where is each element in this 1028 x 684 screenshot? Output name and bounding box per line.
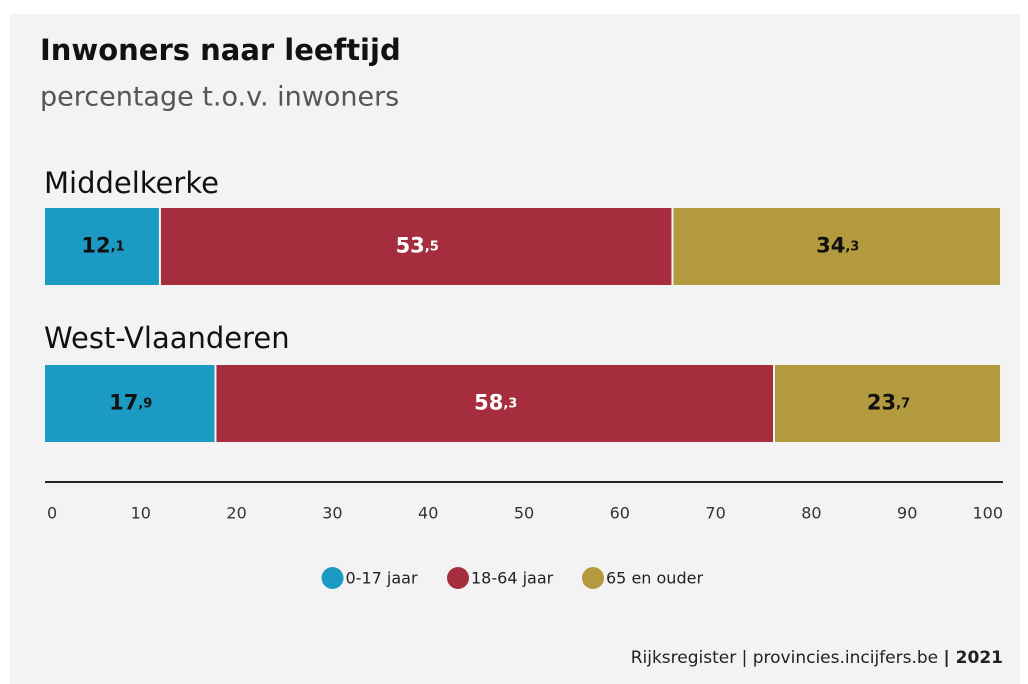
chart-title: Inwoners naar leeftijd <box>40 33 401 67</box>
source: Rijksregister | provincies.incijfers.be … <box>631 648 1003 668</box>
value-int: 34 <box>816 234 845 258</box>
value-dec: ,3 <box>503 396 517 411</box>
category-label: Middelkerke <box>44 166 219 200</box>
x-tick-label: 40 <box>418 504 438 523</box>
bar-segment <box>45 208 159 285</box>
value-label: 17,9 <box>109 391 152 415</box>
x-tick-label: 80 <box>801 504 821 523</box>
legend-label: 18-64 jaar <box>471 569 554 588</box>
value-dec: ,1 <box>111 239 125 254</box>
value-dec: ,9 <box>138 396 152 411</box>
value-int: 58 <box>474 391 503 415</box>
source-year: | 2021 <box>944 648 1003 668</box>
legend-marker <box>321 567 344 589</box>
bar-segment <box>774 365 1001 442</box>
x-tick-label: 100 <box>972 504 1003 523</box>
x-tick-label: 90 <box>897 504 917 523</box>
x-tick-label: 20 <box>226 504 246 523</box>
value-dec: ,7 <box>896 396 910 411</box>
category-label: West-Vlaanderen <box>44 321 290 355</box>
value-dec: ,3 <box>845 239 859 254</box>
legend-marker <box>582 567 604 589</box>
x-tick-label: 0 <box>47 504 57 523</box>
value-int: 12 <box>81 234 110 258</box>
value-dec: ,5 <box>425 239 439 254</box>
x-tick-label: 30 <box>322 504 342 523</box>
value-int: 53 <box>396 234 425 258</box>
legend-label: 65 en ouder <box>606 569 703 588</box>
x-tick-label: 70 <box>705 504 725 523</box>
x-tick-label: 60 <box>610 504 630 523</box>
chart-subtitle: percentage t.o.v. inwoners <box>40 82 399 113</box>
legend-marker <box>447 567 469 589</box>
value-label: 53,5 <box>396 234 439 258</box>
value-label: 23,7 <box>867 391 910 415</box>
bar-segment <box>45 365 215 442</box>
x-tick-label: 10 <box>131 504 151 523</box>
bar-segment <box>216 365 773 442</box>
value-label: 34,3 <box>816 234 859 258</box>
value-label: 58,3 <box>474 391 517 415</box>
source-text: Rijksregister | provincies.incijfers.be <box>631 648 938 668</box>
bar-segment <box>673 208 1001 285</box>
panel <box>10 14 1020 684</box>
bar-segment <box>160 208 672 285</box>
legend-label: 0-17 jaar <box>346 569 418 588</box>
value-int: 23 <box>867 391 896 415</box>
value-label: 12,1 <box>81 234 124 258</box>
value-int: 17 <box>109 391 138 415</box>
x-tick-label: 50 <box>514 504 534 523</box>
